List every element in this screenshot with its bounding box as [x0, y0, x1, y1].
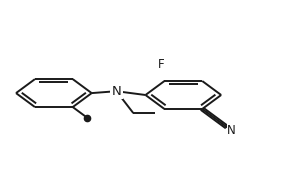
- Text: N: N: [111, 85, 121, 98]
- Text: N: N: [227, 124, 236, 137]
- Text: F: F: [158, 58, 165, 70]
